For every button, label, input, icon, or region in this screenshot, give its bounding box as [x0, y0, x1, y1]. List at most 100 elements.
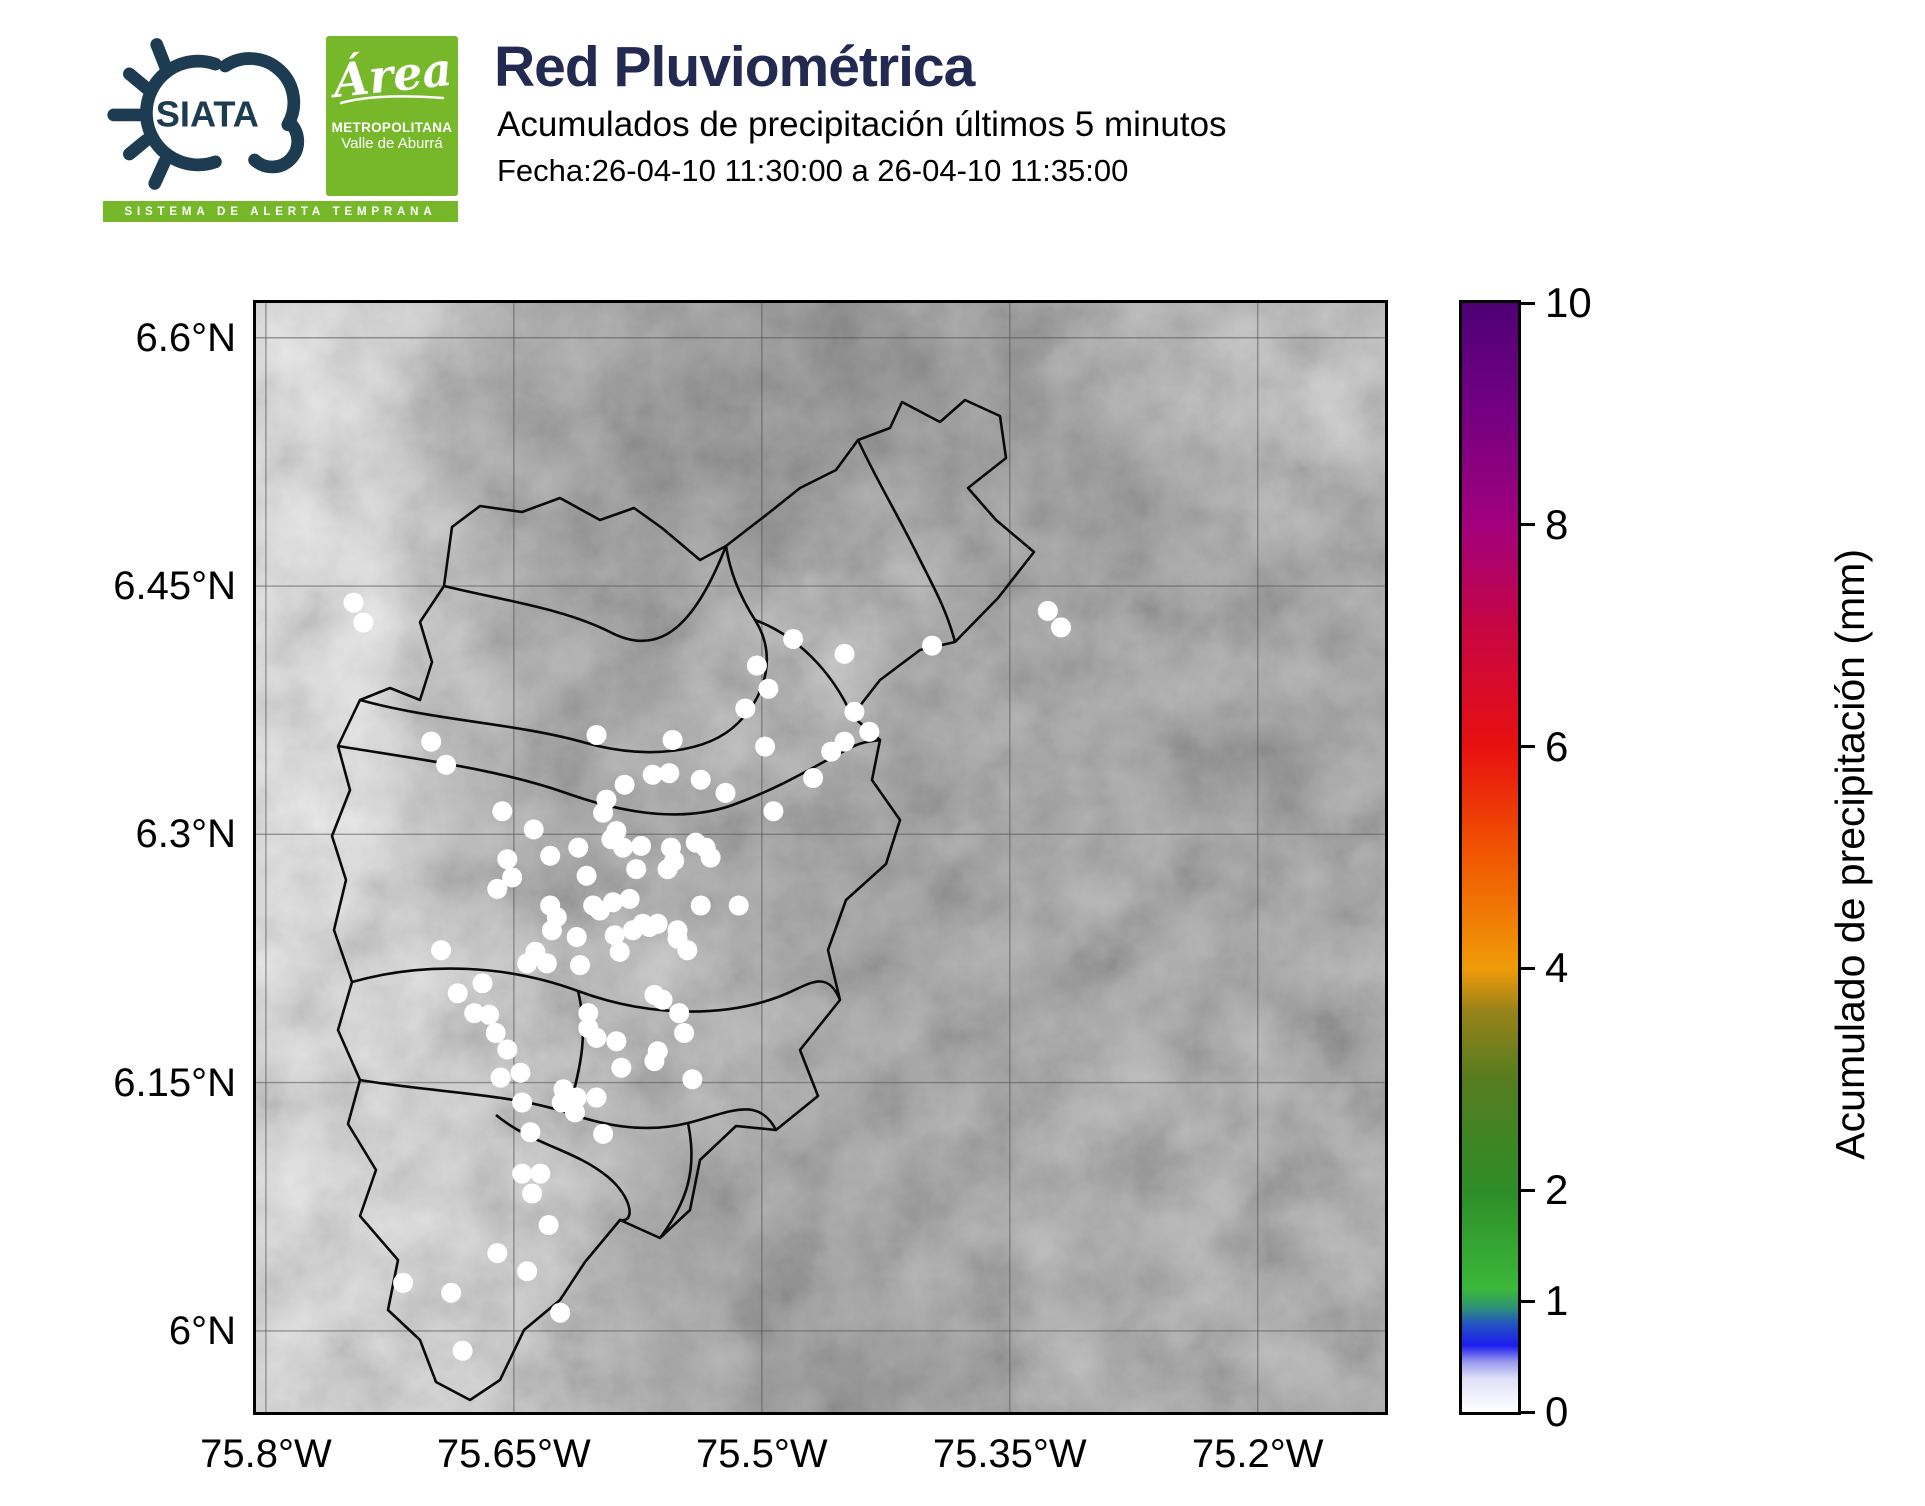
station-dot: [523, 819, 544, 840]
terrain-raster: [256, 303, 1385, 1412]
y-tick-label: 6°N: [168, 1308, 236, 1353]
station-dot: [1037, 600, 1058, 621]
area-logo-underline: [339, 95, 445, 105]
station-dot: [578, 1003, 599, 1024]
station-dot: [441, 1282, 462, 1303]
page-subtitle: Acumulados de precipitación últimos 5 mi…: [497, 105, 1227, 144]
station-dot: [682, 1069, 703, 1090]
station-dot: [586, 1087, 607, 1108]
colorbar-tick-mark: [1521, 966, 1535, 970]
station-dot: [735, 698, 756, 719]
graticule: [256, 303, 1385, 1412]
station-dot: [746, 655, 767, 676]
station-dot: [492, 801, 513, 822]
cloud-arc: [218, 52, 301, 132]
station-dot: [538, 1215, 559, 1235]
station-dot: [479, 1004, 500, 1025]
colorbar-tick-mark: [1521, 1188, 1535, 1192]
boundary-internal: [443, 545, 728, 643]
boundary-internal: [359, 545, 768, 754]
municipality-boundaries: [330, 398, 1036, 1402]
colorbar-tick-label: 2: [1545, 1166, 1569, 1214]
station-dot: [669, 1003, 690, 1024]
station-dot: [631, 835, 652, 856]
station-dot: [566, 1087, 587, 1108]
station-dot: [611, 1057, 632, 1078]
station-dot: [487, 878, 508, 899]
station-dot: [570, 955, 590, 976]
station-dot: [690, 895, 711, 916]
area-metropolitana-logo: Área METROPOLITANA Valle de Aburrá: [326, 36, 458, 196]
sun-arc: [140, 54, 222, 172]
colorbar-tick-label: 1: [1545, 1277, 1569, 1325]
station-dot: [436, 754, 457, 775]
boundary-internal: [351, 967, 842, 1013]
station-dot: [922, 635, 943, 656]
siata-sun-cloud-icon: SIATA: [107, 38, 305, 190]
y-tick-label: 6.3°N: [135, 812, 237, 857]
x-tick-label: 75.2°W: [1191, 1432, 1324, 1476]
station-dot: [502, 867, 523, 888]
station-dot: [626, 859, 647, 880]
station-dot: [652, 989, 673, 1010]
boundary-outer: [330, 398, 1036, 1402]
station-dot: [343, 592, 364, 613]
station-dot: [728, 895, 749, 916]
siata-logo-text: SIATA: [156, 94, 259, 135]
page-title: Red Pluviométrica: [494, 35, 975, 99]
station-dot: [522, 1183, 543, 1204]
station-dot: [464, 1003, 485, 1024]
station-dot: [674, 1023, 695, 1043]
station-dot: [763, 801, 784, 822]
station-dot: [431, 940, 452, 961]
station-dot: [685, 832, 706, 853]
colorbar-tick-label: 6: [1545, 722, 1569, 770]
station-dot: [497, 849, 518, 870]
station-dot: [510, 1062, 531, 1083]
station-dot: [606, 821, 627, 841]
station-dot: [604, 925, 625, 946]
sun-ray: [150, 38, 172, 74]
station-dot: [662, 730, 683, 750]
x-tick-label: 75.8°W: [200, 1432, 332, 1476]
station-dot: [512, 1163, 533, 1184]
station-dot: [520, 1122, 541, 1143]
colorbar-axis-label: Acumulado de precipitación (mm): [1795, 300, 1905, 1409]
colorbar-axis-label-text: Acumulado de precipitación (mm): [1826, 549, 1873, 1160]
station-dot: [642, 764, 663, 785]
station-dot: [353, 612, 374, 633]
station-dot: [568, 837, 589, 858]
station-dot: [586, 725, 607, 745]
map-overlay: [256, 303, 1385, 1412]
station-dot: [755, 736, 776, 757]
boundary-internal: [856, 439, 957, 643]
siata-banner: SISTEMA DE ALERTA TEMPRANA: [103, 201, 458, 222]
station-dot: [758, 678, 779, 699]
station-dot: [783, 629, 804, 649]
station-dot: [614, 774, 635, 795]
y-tick-label: 6.15°N: [113, 1060, 236, 1105]
x-tick-label: 75.5°W: [696, 1432, 828, 1476]
station-dot: [859, 721, 880, 742]
station-dot: [530, 1163, 551, 1184]
y-tick-label: 6.45°N: [113, 564, 236, 609]
station-dot: [603, 892, 623, 913]
y-tick-label: 6.6°N: [135, 315, 237, 360]
area-logo-script: Área: [330, 41, 454, 109]
boundary-internal: [658, 1122, 693, 1239]
station-dot: [565, 1102, 585, 1123]
colorbar-tick-label: 10: [1545, 279, 1592, 326]
station-dot: [421, 731, 442, 752]
sun-ray: [122, 67, 154, 95]
colorbar-tick-label: 0: [1545, 1388, 1569, 1435]
station-dot: [472, 973, 493, 994]
colorbar-tick-label: 4: [1545, 944, 1569, 992]
station-dot: [619, 888, 640, 909]
station-dot: [644, 1051, 665, 1072]
station-dot: [803, 768, 824, 788]
colorbar: [1459, 300, 1521, 1415]
station-dot: [613, 837, 633, 858]
cloud-arc-small: [248, 116, 305, 174]
station-dot: [834, 643, 855, 664]
station-dot: [497, 1039, 518, 1060]
